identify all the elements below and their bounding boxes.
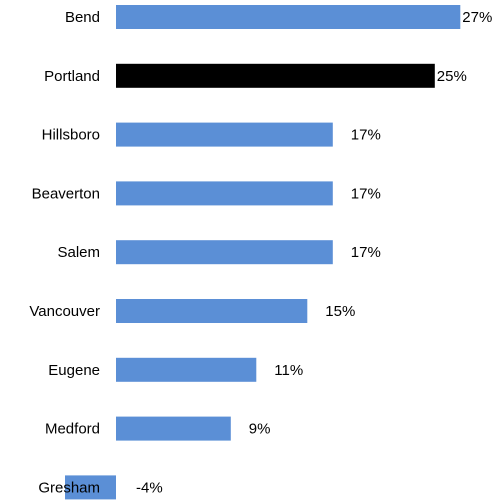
bars-group xyxy=(65,5,461,500)
value-label-beaverton: 17% xyxy=(351,185,381,202)
bar-vancouver xyxy=(116,299,308,323)
value-label-bend: 27% xyxy=(462,9,492,26)
category-label-eugene: Eugene xyxy=(48,362,100,379)
category-label-medford: Medford xyxy=(45,421,100,438)
value-label-eugene: 11% xyxy=(274,362,303,379)
bar-bend xyxy=(116,5,461,29)
category-labels-group: Bend Portland Hillsboro Beaverton Salem Vanco… xyxy=(29,9,100,496)
value-label-gresham: -4% xyxy=(136,479,163,496)
value-label-hillsboro: 17% xyxy=(351,127,381,144)
category-label-portland: Portland xyxy=(44,68,100,85)
category-label-gresham: Gresham xyxy=(38,479,100,496)
category-label-hillsboro: Hillsboro xyxy=(42,127,100,144)
value-label-salem: 17% xyxy=(351,244,381,261)
value-label-portland: 25% xyxy=(437,68,467,85)
category-label-bend: Bend xyxy=(65,9,100,26)
bar-beaverton xyxy=(116,181,333,206)
bar-gresham xyxy=(65,475,116,500)
bar-portland xyxy=(116,63,435,88)
bar-hillsboro xyxy=(116,122,333,147)
category-label-vancouver: Vancouver xyxy=(29,303,100,320)
category-label-beaverton: Beaverton xyxy=(32,185,100,202)
value-label-vancouver: 15% xyxy=(325,303,355,320)
value-label-medford: 9% xyxy=(249,421,271,438)
category-label-salem: Salem xyxy=(57,244,100,261)
value-labels-group: 27% 25% 17% 17% 17% 15% 11% 9% -4% xyxy=(136,9,492,496)
bar-eugene xyxy=(116,357,257,382)
bar-salem xyxy=(116,240,333,265)
bar-medford xyxy=(116,416,231,441)
